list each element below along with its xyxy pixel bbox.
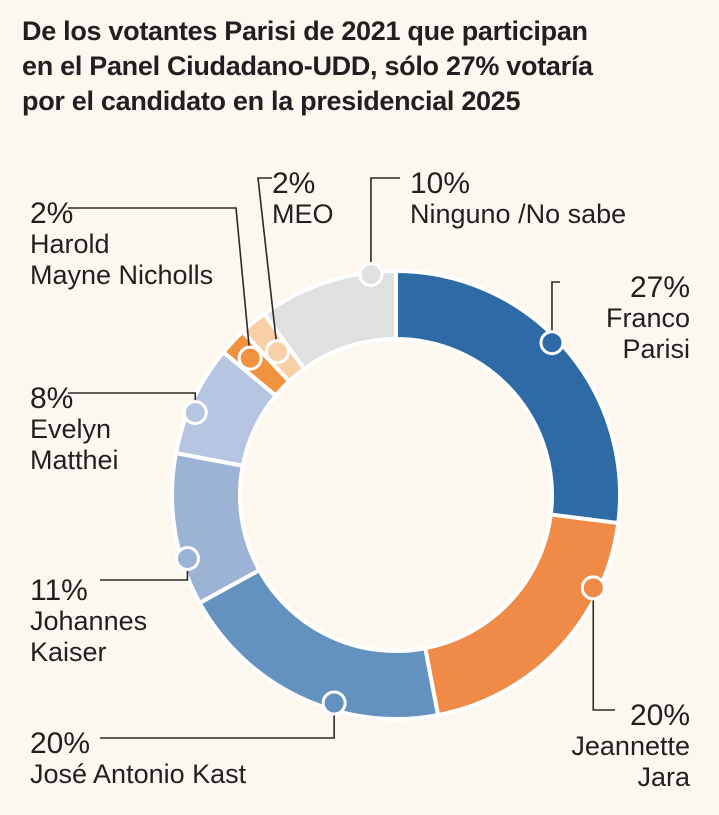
slice-marker-dot [182, 400, 208, 426]
slice-label-evelyn-matthei: 8% Evelyn Matthei [30, 383, 230, 476]
title-line-3: por el candidato en la presidencial 2025 [22, 86, 521, 116]
slice-marker-dot [358, 261, 384, 287]
slice-name: Johannes [30, 606, 148, 636]
slice-pct: 20% [30, 727, 91, 760]
slice-jose-antonio-kast [197, 568, 440, 721]
title-line-1: De los votantes Parisi de 2021 que parti… [22, 16, 588, 46]
slice-label-jose-antonio-kast: 20% José Antonio Kast [30, 728, 350, 790]
leader-line [592, 587, 615, 711]
slice-label-meo: 2% MEO [272, 168, 372, 230]
slice-label-ninguno-no-sabe: 10% Ninguno /No sabe [410, 168, 670, 230]
slice-label-franco-parisi: 27% Franco Parisi [560, 272, 690, 365]
slice-pct: 10% [410, 167, 471, 200]
leader-line [257, 177, 279, 352]
chart-title: De los votantes Parisi de 2021 que parti… [22, 14, 702, 119]
slice-name: Jeannette [571, 731, 690, 761]
leader-lines [68, 177, 615, 739]
slice-name: Matthei [30, 445, 119, 475]
slice-label-johannes-kaiser: 11% Johannes Kaiser [30, 575, 230, 668]
slice-ninguno-no-sabe [262, 269, 398, 371]
slice-pct: 8% [30, 382, 74, 415]
slice-marker-dot [174, 545, 200, 571]
slice-label-harold-mayne-nicholls: 2% Harold Mayne Nicholls [30, 198, 270, 291]
slice-name: Kaiser [30, 637, 107, 667]
slice-pct: 27% [629, 271, 690, 304]
slice-name: Franco [605, 303, 690, 333]
slice-jeannette-jara [423, 512, 621, 718]
slice-name: Evelyn [30, 414, 112, 444]
slice-name: Mayne Nicholls [30, 260, 214, 290]
leader-line [551, 281, 560, 343]
slice-name: Ninguno /No sabe [410, 199, 627, 229]
slice-marker-dot [237, 345, 263, 371]
leader-line [68, 207, 252, 359]
slice-marker-dot [264, 339, 290, 365]
slice-franco-parisi [394, 269, 622, 526]
slice-marker-dot [321, 690, 347, 716]
slice-pct: 2% [30, 197, 74, 230]
slice-marker-dot [539, 330, 565, 356]
slice-marker-dot [580, 575, 606, 601]
leader-line [370, 177, 400, 275]
slice-pct: 2% [272, 167, 316, 200]
slice-name: Jara [637, 762, 690, 792]
slice-name: Parisi [622, 334, 690, 364]
slice-pct: 20% [629, 699, 690, 732]
slice-name: José Antonio Kast [30, 759, 247, 789]
title-line-2: en el Panel Ciudadano-UDD, sólo 27% vota… [22, 51, 593, 81]
slice-name: Harold [30, 229, 110, 259]
slice-name: MEO [272, 199, 334, 229]
donut-slices [170, 269, 622, 721]
slice-pct: 11% [30, 574, 88, 607]
slice-label-jeannette-jara: 20% Jeannette Jara [540, 700, 690, 793]
